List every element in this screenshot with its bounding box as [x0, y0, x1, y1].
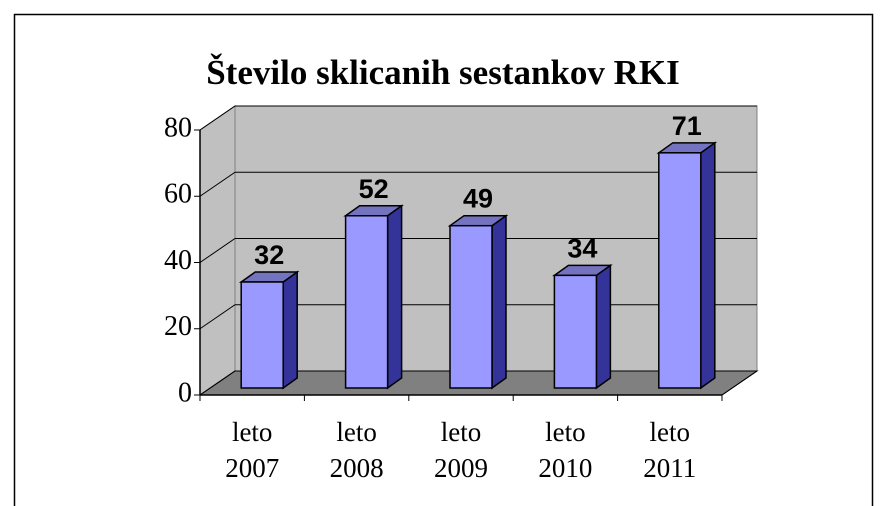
grid-line [199, 105, 757, 131]
y-tick-label: 20 [164, 311, 192, 342]
y-tick-label: 40 [164, 245, 192, 276]
x-tick-label: leto 2009 [434, 417, 488, 483]
bar-side [491, 214, 507, 390]
value-label: 34 [567, 233, 597, 263]
bar-front [553, 274, 598, 389]
y-tick-label: 60 [164, 179, 192, 210]
chart-title: Število sklicanih sestankov RKI [206, 52, 680, 92]
x-tick-label: leto 2011 [643, 417, 697, 483]
bar-front [449, 224, 493, 389]
bar-front [240, 281, 284, 389]
bar-front [658, 152, 702, 389]
y-tick-label: 80 [164, 112, 192, 143]
bar-side [595, 263, 612, 390]
value-label: 32 [254, 240, 284, 270]
chart-frame [13, 13, 874, 506]
value-label: 71 [672, 111, 702, 141]
value-label: 52 [359, 174, 389, 204]
bar [552, 263, 613, 390]
floor-edge [721, 370, 758, 396]
x-tick-label: leto 2007 [225, 417, 280, 483]
bar [447, 214, 509, 390]
x-tick-label: leto 2008 [329, 417, 384, 483]
value-label: 49 [463, 184, 493, 214]
bar-side [700, 141, 716, 390]
grid-line [199, 238, 757, 263]
bar-front [344, 215, 389, 389]
grid-line [199, 171, 757, 197]
bar [656, 141, 718, 390]
bar [238, 270, 300, 390]
bar [343, 204, 404, 390]
y-tick-label: 0 [178, 377, 192, 408]
bar-side [386, 204, 403, 390]
x-tick-label: leto 2010 [538, 417, 593, 483]
bar-side [282, 270, 298, 390]
